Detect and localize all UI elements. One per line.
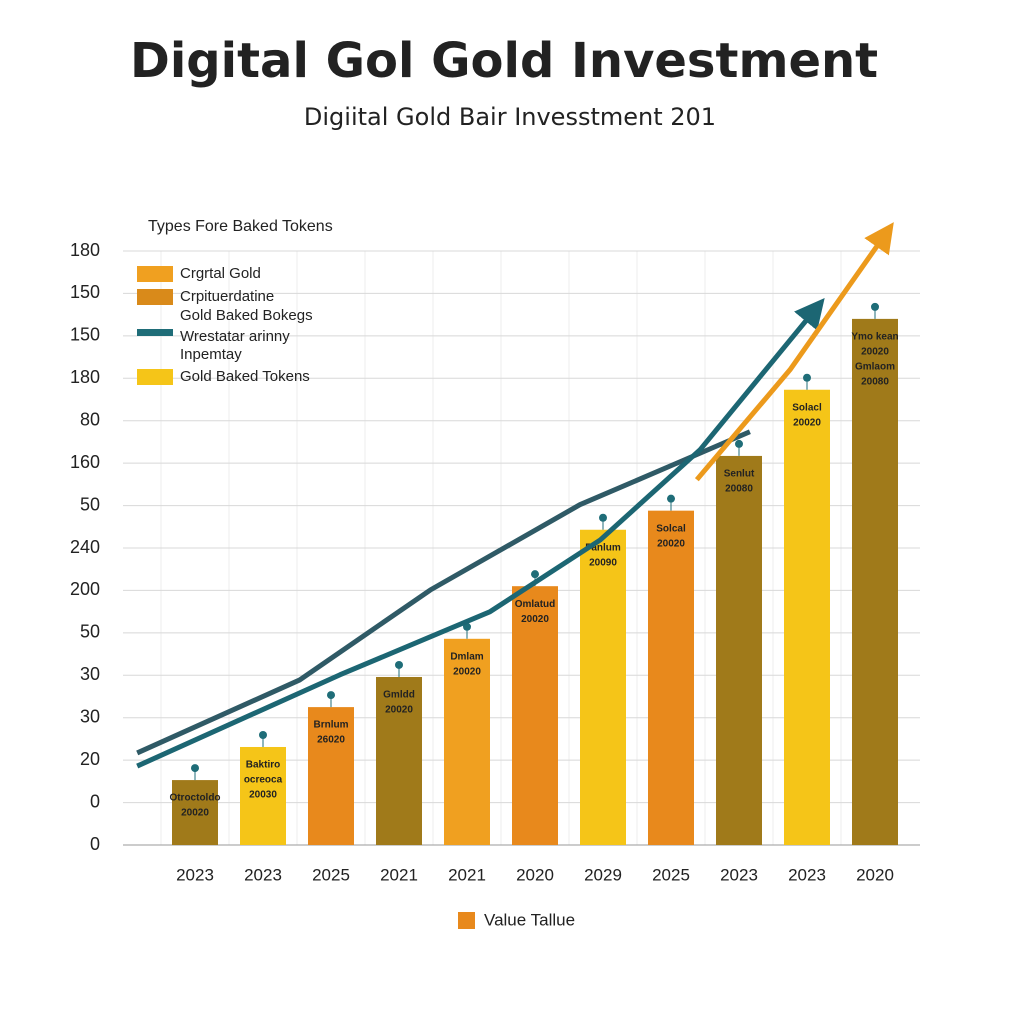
pin: [871, 302, 879, 311]
bar-label: 20080: [725, 484, 753, 495]
y-tick-label: 150: [70, 325, 100, 345]
bar-label: ocreoca: [244, 775, 283, 786]
chart-title: Digital Gol Gold Investment: [130, 33, 878, 89]
pin: [259, 730, 267, 739]
bar-label: Solcal: [656, 523, 686, 534]
bar: [444, 638, 490, 845]
pin: [667, 494, 675, 503]
pin: [735, 439, 743, 448]
x-tick-label: 2023: [720, 865, 758, 884]
y-tick-label: 0: [90, 834, 100, 854]
bar-label: 20020: [453, 666, 481, 677]
y-tick-label: 160: [70, 452, 100, 472]
bar-label: Omlatud: [515, 599, 556, 610]
bar-label: Solacl: [792, 402, 822, 413]
x-tick-label: 2020: [516, 865, 554, 884]
bar-label: Otroctoldo: [169, 793, 220, 804]
trend-line: [136, 297, 825, 769]
x-tick-label: 2029: [584, 865, 622, 884]
x-tick-label: 2021: [448, 865, 486, 884]
bottom-legend-label: Value Tallue: [484, 910, 575, 929]
y-tick-label: 50: [80, 622, 100, 642]
bar: [784, 389, 830, 845]
legend-label: Inpemtay: [180, 346, 242, 363]
trend-line: [694, 222, 894, 482]
bar-label: 20020: [861, 347, 889, 358]
bar-label: Gmlaom: [855, 362, 895, 373]
legend-label: Wrestatar arinny: [180, 328, 290, 345]
bar: [716, 455, 762, 845]
legend-swatch: [137, 266, 173, 282]
y-tick-label: 240: [70, 537, 100, 557]
bar-label: 20020: [521, 614, 549, 625]
bar-label: Brnlum: [314, 720, 349, 731]
bar: [580, 529, 626, 845]
bar: [240, 746, 286, 845]
y-tick-label: 180: [70, 240, 100, 260]
y-tick-label: 80: [80, 409, 100, 429]
x-tick-label: 2025: [312, 865, 350, 884]
bar-label: 20020: [793, 417, 821, 428]
pin: [599, 513, 607, 522]
bar: [852, 318, 898, 845]
bar-label: 20020: [657, 538, 685, 549]
legend-label: Crpituerdatine: [180, 288, 274, 305]
chart-subtitle: Digiital Gold Bair Invesstment 201: [304, 103, 716, 131]
bar-label: Gmldd: [383, 690, 415, 701]
x-tick-label: 2023: [176, 865, 214, 884]
bar-label: 20030: [249, 790, 277, 801]
legend-title: Types Fore Baked Tokens: [148, 218, 333, 235]
x-tick-label: 2021: [380, 865, 418, 884]
x-tick-label: 2023: [788, 865, 826, 884]
bar-label: Dmlam: [450, 651, 483, 662]
legend-label: Gold Baked Bokegs: [180, 307, 313, 324]
pin: [803, 373, 811, 382]
bar: [512, 586, 558, 845]
legend-swatch: [137, 329, 173, 336]
bar-label: 20020: [385, 705, 413, 716]
bar-label: Fanlum: [585, 542, 621, 553]
x-tick-label: 2023: [244, 865, 282, 884]
x-tick-label: 2025: [652, 865, 690, 884]
legend-label: Crgrtal Gold: [180, 265, 261, 282]
y-tick-label: 50: [80, 494, 100, 514]
y-tick-label: 180: [70, 367, 100, 387]
bar: [172, 780, 218, 845]
bar: [376, 676, 422, 845]
bottom-legend-swatch: [458, 912, 475, 929]
bar-label: 20080: [861, 377, 889, 388]
bar: [648, 510, 694, 845]
legend-swatch: [137, 369, 173, 385]
y-tick-label: 20: [80, 749, 100, 769]
pin: [327, 691, 335, 700]
y-tick-label: 150: [70, 282, 100, 302]
bar-label: 20090: [589, 557, 617, 568]
pin: [191, 764, 199, 773]
legend-swatch: [137, 289, 173, 305]
legend-label: Gold Baked Tokens: [180, 368, 310, 385]
y-tick-label: 30: [80, 706, 100, 726]
y-tick-label: 30: [80, 664, 100, 684]
bar-label: Baktiro: [246, 760, 280, 771]
pin: [395, 660, 403, 669]
bar-label: 20020: [181, 808, 209, 819]
x-tick-label: 2020: [856, 865, 894, 884]
y-tick-label: 0: [90, 791, 100, 811]
bar-label: Senlut: [724, 469, 755, 480]
y-tick-label: 200: [70, 579, 100, 599]
pin: [531, 570, 539, 579]
bar-label: Ymo kean: [851, 332, 898, 343]
bar-label: 26020: [317, 735, 345, 746]
bar: [308, 707, 354, 845]
